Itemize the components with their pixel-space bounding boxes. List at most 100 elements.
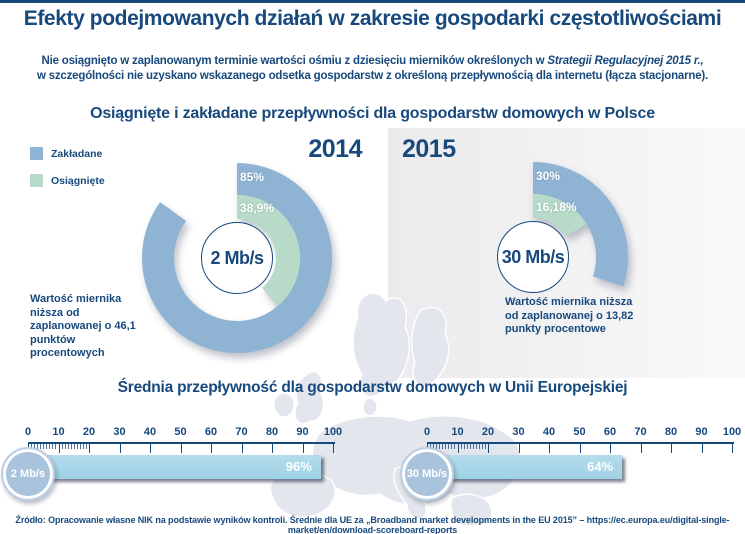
axis-tick-label: 30 (113, 426, 126, 438)
axis-tick-label: 50 (573, 426, 586, 438)
axis-minor-tick (448, 442, 450, 449)
axis-tick (671, 442, 672, 453)
axis-tick (701, 442, 703, 453)
axis-tick-label: 40 (542, 426, 556, 438)
planned-value-label-2014: 85% (240, 170, 265, 184)
year-label-2015: 2015 (402, 135, 456, 163)
achieved-value-label-2014: 38,9% (240, 201, 275, 215)
axis-tick (119, 442, 121, 453)
axis-minor-tick (85, 442, 87, 449)
map-uk (294, 371, 325, 425)
section-poland-title: Osiągnięte i zakładane przepływności dla… (90, 105, 655, 122)
shortfall-note-2014: Wartość miernika niższa od zaplanowanej … (30, 293, 136, 359)
axis-tick (610, 442, 611, 453)
axis-minor-tick (34, 442, 36, 449)
axis-minor-tick (466, 442, 468, 449)
axis-tick (732, 442, 733, 453)
axis-minor-tick (454, 442, 456, 449)
axis-tick-label: 100 (323, 426, 343, 438)
axis-minor-tick (43, 442, 45, 449)
axis-tick (150, 442, 151, 453)
donut-segment-planned (141, 163, 332, 353)
axis-tick-label: 90 (695, 426, 708, 438)
axis-minor-tick (70, 442, 72, 449)
axis-tick (272, 442, 273, 453)
axis-baseline (28, 442, 335, 444)
donut-chart-2015: 30% 16,18% 30 Mb/s (433, 157, 633, 357)
axis-minor-tick (460, 442, 462, 449)
axis-minor-tick (475, 442, 477, 449)
subtitle-line2: w szczególności nie uzyskano wskazanego … (36, 70, 709, 82)
donut-chart-2014: 85% 38,9% 2 Mb/s (137, 158, 337, 358)
axis-minor-tick (49, 442, 51, 449)
axis-tick-label: 60 (204, 426, 218, 438)
value-bar: 64% (427, 455, 623, 479)
axis-minor-tick (40, 442, 42, 449)
axis-tick-label: 70 (235, 426, 248, 438)
axis-minor-tick (73, 442, 75, 449)
axis-minor-tick (484, 442, 486, 449)
axis-minor-tick (481, 442, 483, 449)
planned-value-label-2015: 30% (536, 169, 561, 183)
donut-segment-achieved (533, 194, 587, 237)
axis-minor-tick (430, 442, 431, 449)
axis-minor-tick (52, 442, 54, 449)
year-label-2014: 2014 (308, 135, 362, 163)
badge-2mbps: 2 Mb/s (1, 447, 55, 501)
axis-minor-tick (469, 442, 471, 449)
subtitle-line1-text: Nie osiągnięto w zaplanowanym terminie w… (41, 55, 548, 67)
bar-value-label: 96% (285, 459, 312, 474)
axis-minor-tick (463, 442, 465, 449)
axis-tick-label: 20 (82, 426, 96, 438)
axis-minor-tick (436, 442, 438, 449)
axis-minor-tick (31, 442, 32, 449)
axis-minor-tick (61, 442, 63, 449)
axis-tick-label: 80 (664, 426, 678, 438)
axis-tick (58, 442, 60, 453)
axis-tick (457, 442, 459, 453)
axis-minor-tick (445, 442, 447, 449)
axis-minor-tick (79, 442, 81, 449)
section-eu-title: Średnia przepływność dla gospodarstw dom… (117, 379, 628, 396)
top-border-bar (0, 0, 745, 3)
donut-center-2014: 2 Mb/s (201, 222, 273, 294)
axis-minor-tick (442, 442, 444, 449)
ruler-30mbps: 30 Mb/s 0 10 20 30 40 50 60 70 80 90 100 64% (400, 426, 745, 506)
axis-minor-tick (76, 442, 78, 449)
legend-label-zakladane: Zakładane (51, 148, 103, 160)
donut-center-2015: 30 Mb/s (497, 221, 569, 293)
badge-30mbps: 30 Mb/s (400, 447, 454, 501)
bar-value-label: 64% (587, 459, 614, 474)
donut-rings-2014 (141, 163, 332, 353)
value-bar: 96% (28, 455, 321, 479)
subtitle-line1: Nie osiągnięto w zaplanowanym terminie w… (0, 54, 745, 69)
map-balkans (449, 493, 493, 527)
axis-tick-label: 50 (174, 426, 187, 438)
axis-tick (302, 442, 304, 453)
map-finland (411, 306, 450, 387)
axis-tick-label: 70 (634, 426, 647, 438)
axis-tick-label: 40 (143, 426, 157, 438)
axis-tick-label: 0 (24, 426, 32, 438)
axis-minor-tick (37, 442, 39, 449)
axis-minor-tick (451, 442, 453, 449)
footer-source: Źródło: Opracowanie własne NIK na podsta… (15, 515, 730, 534)
axis-minor-tick (55, 442, 57, 449)
map-denmark (362, 397, 378, 417)
map-ireland (273, 392, 295, 418)
axis-tick (180, 442, 182, 453)
legend-label-osiagniete: Osiągnięte (51, 175, 105, 187)
map-scandinavia (352, 292, 411, 398)
axis-tick (211, 442, 212, 453)
legend-swatch-osiagniete (30, 174, 43, 187)
axis-tick-label: 20 (481, 426, 495, 438)
axis-tick-label: 100 (722, 426, 742, 438)
axis-tick-label: 10 (451, 426, 464, 438)
axis-tick (89, 442, 90, 453)
page-subtitle: Nie osiągnięto w zaplanowanym terminie w… (0, 54, 745, 84)
donut-rings-2015 (533, 162, 629, 287)
ruler-2mbps: 2 Mb/s 0 10 20 30 40 50 60 70 80 90 100 96% (1, 426, 358, 506)
axis-tick (579, 442, 581, 453)
axis-tick (333, 442, 334, 453)
